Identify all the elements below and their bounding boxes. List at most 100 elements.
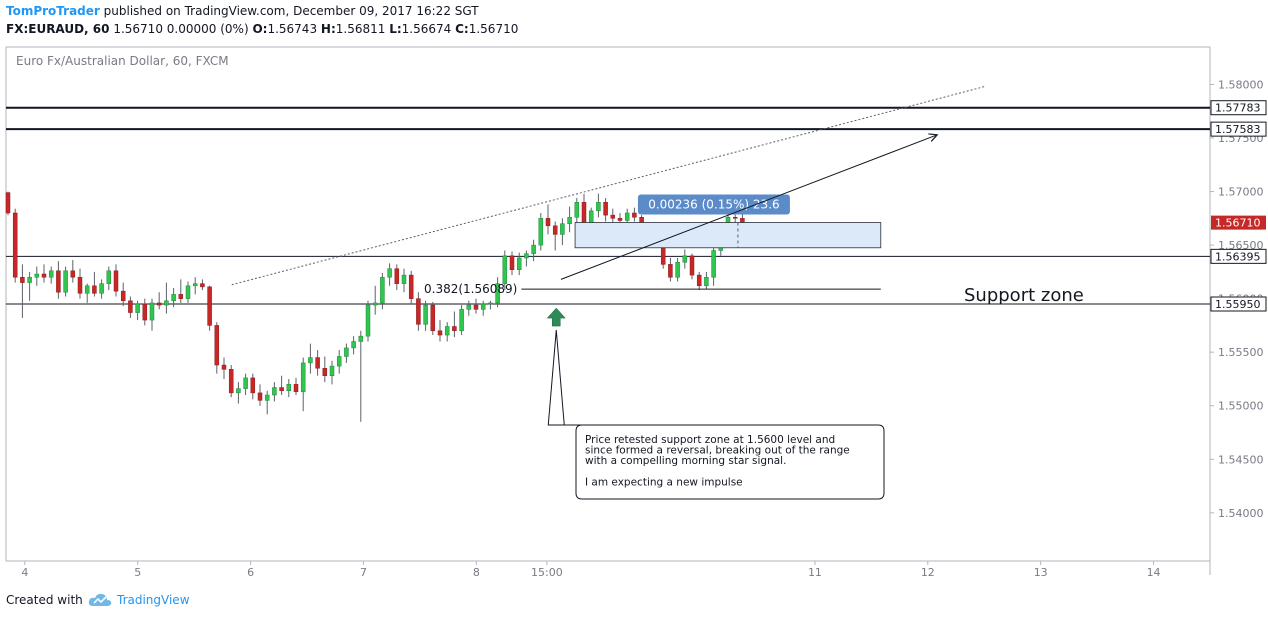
candle: [401, 268, 407, 293]
candle: [351, 336, 356, 355]
trendline[interactable]: [231, 86, 985, 286]
candle-body: [740, 218, 745, 223]
candle: [48, 266, 54, 284]
author-link[interactable]: TomProTrader: [6, 4, 100, 18]
candle-body: [574, 202, 580, 218]
candle: [264, 390, 270, 415]
candle-body: [250, 377, 256, 394]
candle: [106, 266, 112, 291]
candle: [408, 270, 414, 304]
level-price-badge-label: 1.55950: [1215, 298, 1261, 311]
candle-body: [437, 330, 443, 336]
candle: [164, 282, 169, 314]
candle: [696, 271, 702, 291]
last-price-badge: [1211, 215, 1266, 230]
candle-body: [178, 294, 184, 299]
candle-body: [70, 270, 76, 278]
candle: [12, 208, 18, 283]
candle-body: [696, 274, 702, 287]
candle-body: [675, 261, 680, 278]
candle: [632, 207, 637, 222]
price-chart[interactable]: Euro Fx/Australian Dollar, 60, FXCM 1.58…: [0, 40, 1268, 578]
candle: [20, 264, 25, 318]
price-tick-label: 1.55500: [1218, 346, 1264, 359]
candle-body: [228, 369, 234, 394]
candle-body: [552, 225, 558, 235]
candle-body: [236, 388, 241, 394]
candle-body: [315, 357, 320, 369]
candle-body: [308, 357, 313, 364]
candle-body: [77, 276, 83, 294]
candle: [236, 382, 241, 404]
candle-body: [243, 377, 248, 389]
candle-body: [459, 309, 464, 332]
candle: [358, 330, 364, 422]
candle-body: [48, 270, 54, 278]
candle: [603, 197, 608, 222]
candle-body: [92, 285, 97, 294]
projection-arrow[interactable]: [560, 135, 937, 280]
candle: [70, 260, 76, 283]
candle-body: [408, 274, 414, 299]
candle: [365, 300, 371, 342]
candle: [444, 322, 450, 342]
measure-label: 0.00236 (0.15%) 23.6: [648, 198, 779, 212]
time-tick-label: 15:00: [531, 566, 563, 578]
candle-body: [336, 356, 342, 367]
low-label: L:: [389, 22, 402, 36]
candle: [99, 279, 104, 299]
candle-body: [279, 387, 284, 391]
candle-body: [596, 202, 601, 212]
candle-body: [344, 347, 349, 357]
candle: [344, 343, 349, 363]
candle-body: [128, 300, 133, 313]
candle: [142, 298, 148, 326]
candle-body: [394, 268, 400, 284]
candle: [459, 305, 464, 336]
candle-body: [444, 326, 450, 336]
candle-body: [531, 244, 536, 254]
candle-body: [416, 298, 421, 325]
created-with-text: Created with: [6, 593, 83, 607]
candle: [228, 365, 234, 398]
measure-box[interactable]: [574, 222, 882, 249]
candle-body: [221, 364, 227, 370]
candle-body: [171, 294, 176, 302]
candle: [394, 264, 400, 291]
candle: [574, 197, 580, 224]
candle: [41, 264, 47, 283]
tradingview-cloud-icon[interactable]: [88, 592, 112, 608]
candle: [329, 360, 335, 385]
candle: [524, 250, 529, 267]
candle-body: [149, 302, 155, 321]
symbol-label: FX:EURAUD, 60: [6, 22, 110, 36]
candle: [171, 287, 176, 308]
price-tick-label: 1.54500: [1218, 453, 1264, 466]
publish-info: TomProTrader published on TradingView.co…: [6, 4, 479, 18]
candle: [243, 373, 248, 396]
candle: [286, 378, 292, 398]
low-value: 1.56674: [401, 22, 452, 36]
measure-label-background: [637, 194, 790, 215]
time-tick-label: 13: [1034, 566, 1048, 578]
candle: [308, 343, 313, 374]
candle: [300, 357, 306, 412]
candle-body: [200, 283, 205, 288]
callout-line: I am expecting a new impulse: [585, 476, 743, 488]
callout-box[interactable]: [547, 330, 885, 500]
open-label: O:: [252, 22, 268, 36]
candle: [214, 322, 220, 374]
time-axis-labels: 4 5 6 7 8 15:00 11 12 13 14: [21, 561, 1161, 578]
candle-body: [603, 202, 608, 216]
fib-label: 0.382(1.56089): [424, 282, 517, 296]
callout-line: Price retested support zone at 1.5600 le…: [585, 434, 835, 446]
candle: [711, 245, 716, 286]
candle: [495, 277, 500, 308]
change-value: 0.00000 (0%): [166, 22, 249, 36]
candle-body: [120, 290, 126, 302]
candle-body: [689, 255, 695, 276]
tradingview-link[interactable]: TradingView: [117, 593, 190, 607]
candle: [200, 279, 205, 291]
candle-body: [682, 255, 688, 263]
candle-body: [452, 326, 457, 332]
